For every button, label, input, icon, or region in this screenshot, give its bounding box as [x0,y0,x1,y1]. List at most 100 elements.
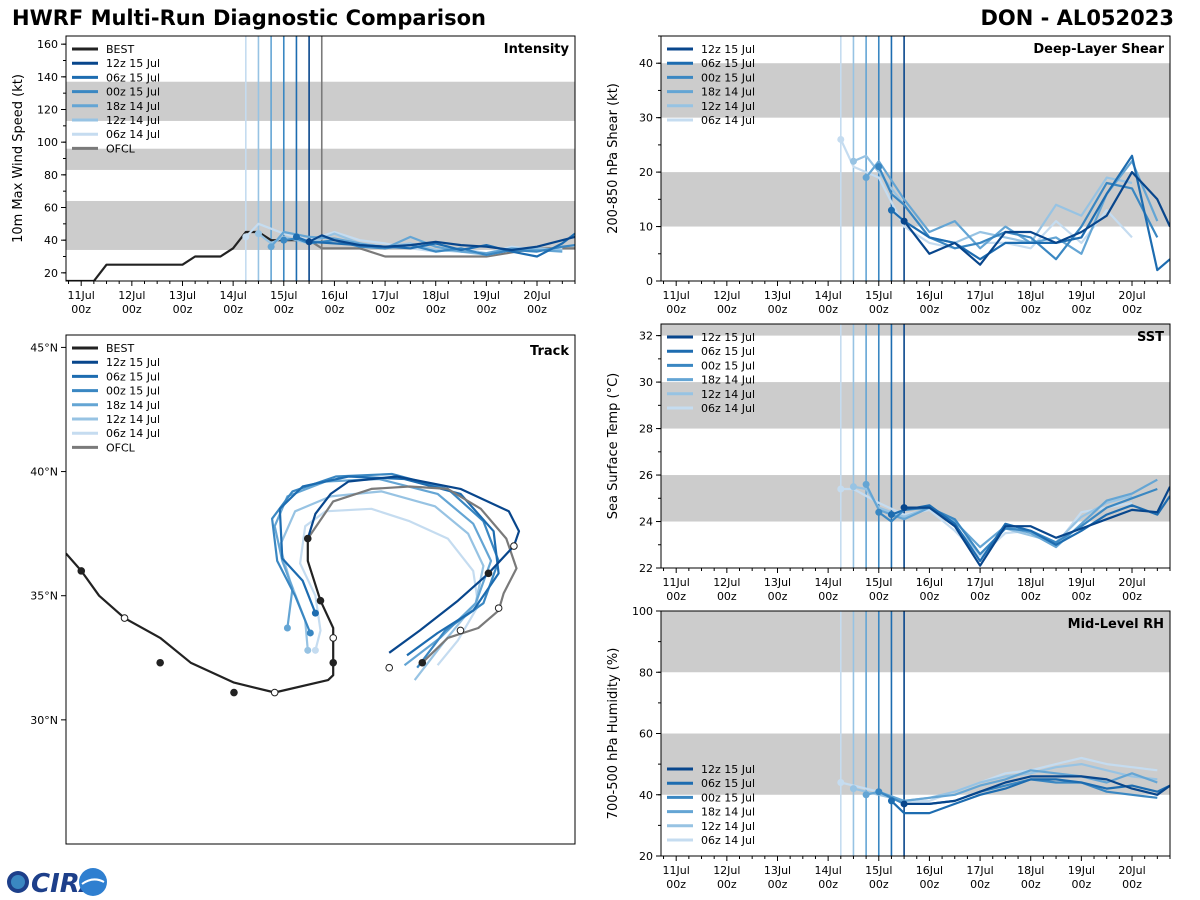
y-axis-label-intensity: 10m Max Wind Speed (kt) [11,74,26,243]
track-position-marker [270,688,279,697]
x-tick-label: 14Jul [814,576,841,589]
series-start-marker-18z-14-jul [267,243,275,251]
track-position-marker [230,688,238,697]
legend-label-06z-15-jul: 06z 15 Jul [106,71,160,84]
x-tick-label: 15Jul [270,289,297,302]
series-line-12z-14-jul [853,762,1158,803]
track-start-marker-06z-14-jul [311,646,319,654]
x-tick-sublabel: 00z [970,590,990,603]
chart-sst: 22242628303211Jul00z12Jul00z13Jul00z14Ju… [606,323,1171,603]
y-tick-label: 20 [639,166,653,179]
legend-label-18z-14-jul: 18z 14 Jul [701,374,755,387]
series-start-marker-18z-14-jul [862,480,870,488]
series-start-marker-12z-14-jul [254,230,262,238]
series-start-marker-06z-14-jul [837,485,845,493]
cira-logo: CIRA [7,868,107,898]
x-tick-label: 18Jul [1017,289,1044,302]
legend-label-00z-15-jul: 00z 15 Jul [106,385,160,398]
series-start-marker-06z-15-jul [887,797,895,805]
x-tick-sublabel: 00z [223,303,243,316]
shaded-band-2 [661,324,1170,336]
x-tick-sublabel: 00z [274,303,294,316]
x-tick-label: 19Jul [1068,289,1095,302]
x-tick-sublabel: 00z [1071,303,1091,316]
y-tick-label: 80 [44,169,58,182]
track-line-06z-14-jul [299,507,480,666]
x-tick-sublabel: 00z [666,590,686,603]
y-tick-label: 30 [639,112,653,125]
legend-label-06z-15-jul: 06z 15 Jul [701,345,755,358]
series-line-12z-14-jul [853,154,1133,244]
x-tick-sublabel: 00z [869,303,889,316]
logo-badge-icon [79,868,107,896]
panel-title-shear: Deep-Layer Shear [1033,42,1164,57]
x-tick-sublabel: 00z [666,878,686,891]
storm-id-title: DON - AL052023 [980,6,1174,30]
panel-title-intensity: Intensity [504,42,570,57]
legend-label-12z-14-jul: 12z 14 Jul [106,114,160,127]
legend-label-best: BEST [106,342,134,355]
series-line-12z-15-jul [903,171,1170,266]
x-tick-sublabel: 00z [920,590,940,603]
x-tick-label: 16Jul [916,576,943,589]
series-start-marker-00z-15-jul [875,508,883,516]
track-line-12z-15-jul [306,475,521,654]
lat-tick-label: 40°N [30,466,58,479]
x-tick-label: 17Jul [966,864,993,877]
legend-label-00z-15-jul: 00z 15 Jul [701,71,755,84]
logo-globe-inner-icon [11,875,25,889]
shaded-band-1 [66,148,575,170]
x-tick-label: 17Jul [371,289,398,302]
series-start-marker-12z-14-jul [849,483,857,491]
x-tick-label: 11Jul [663,289,690,302]
legend-label-06z-14-jul: 06z 14 Jul [701,834,755,847]
x-tick-sublabel: 00z [1021,303,1041,316]
track-line-00z-15-jul [271,472,500,669]
series-line-18z-14-jul [270,230,563,255]
plot-area-shear [661,36,1170,281]
legend-label-12z-14-jul: 12z 14 Jul [701,100,755,113]
plot-frame-sst [660,323,1171,569]
x-tick-sublabel: 00z [375,303,395,316]
series-line-12z-15-jul [904,486,1170,567]
legend-label-00z-15-jul: 00z 15 Jul [701,791,755,804]
series-line-12z-15-jul [308,234,575,252]
series-start-marker-06z-15-jul [292,233,300,241]
x-tick-label: 18Jul [1017,864,1044,877]
series-start-marker-06z-14-jul [837,135,845,143]
legend-label-12z-14-jul: 12z 14 Jul [701,388,755,401]
x-tick-sublabel: 00z [1071,590,1091,603]
series-start-marker-18z-14-jul [862,174,870,182]
plot-area-sst [661,324,1170,568]
x-tick-label: 19Jul [473,289,500,302]
x-tick-sublabel: 00z [970,303,990,316]
x-tick-sublabel: 00z [1122,303,1142,316]
y-tick-label: 26 [639,469,653,482]
track-start-marker-12z-14-jul [304,646,312,654]
y-tick-label: 80 [639,666,653,679]
legend-label-12z-14-jul: 12z 14 Jul [106,413,160,426]
track-position-marker [303,534,312,543]
x-tick-label: 17Jul [966,289,993,302]
legend-label-ofcl: OFCL [106,142,136,155]
x-tick-label: 13Jul [764,576,791,589]
x-tick-label: 16Jul [916,289,943,302]
legend-label-00z-15-jul: 00z 15 Jul [106,86,160,99]
y-tick-label: 60 [44,202,58,215]
x-tick-sublabel: 00z [818,590,838,603]
legend-label-best: BEST [106,43,134,56]
x-tick-label: 20Jul [1118,289,1145,302]
legend-label-18z-14-jul: 18z 14 Jul [701,86,755,99]
y-tick-label: 100 [632,605,653,618]
track-position-marker [494,604,503,612]
y-tick-label: 40 [639,789,653,802]
legend-label-12z-15-jul: 12z 15 Jul [106,57,160,70]
lat-tick-label: 30°N [30,714,58,727]
track-position-marker [418,658,427,667]
series-start-marker-12z-15-jul [900,504,908,512]
x-tick-label: 15Jul [865,864,892,877]
x-tick-sublabel: 00z [122,303,142,316]
x-tick-sublabel: 00z [768,303,788,316]
